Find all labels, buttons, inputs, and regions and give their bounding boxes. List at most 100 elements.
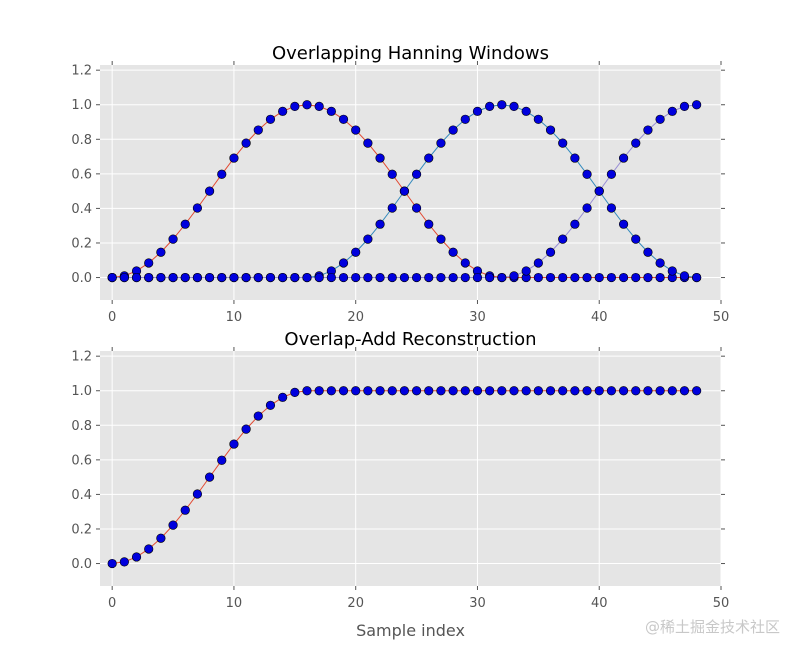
data-point xyxy=(655,386,665,396)
data-point xyxy=(241,138,251,148)
data-point xyxy=(144,272,154,283)
y-tick-label: 0.6 xyxy=(71,453,92,468)
tick-labels: 0.0 0.2 0.4 0.6 0.8 1.0 1.2 0 10 20 30 40 50 xyxy=(71,350,729,611)
x-tick-label: 40 xyxy=(591,596,608,611)
data-point xyxy=(521,266,531,276)
y-tick-label: 1.2 xyxy=(71,64,92,79)
data-point xyxy=(375,386,385,396)
data-point xyxy=(545,125,556,135)
data-point xyxy=(217,169,227,179)
data-point xyxy=(655,258,665,268)
data-point xyxy=(667,266,677,276)
data-point xyxy=(326,272,336,283)
data-point xyxy=(667,106,677,116)
data-point xyxy=(521,106,531,116)
data-point xyxy=(363,138,373,148)
data-point xyxy=(558,138,568,148)
data-point xyxy=(375,153,385,163)
data-point xyxy=(448,247,458,257)
data-point xyxy=(119,272,129,283)
data-point xyxy=(411,272,422,283)
x-tick-label: 20 xyxy=(347,310,364,325)
data-point xyxy=(594,186,604,196)
data-point xyxy=(131,272,142,283)
data-point xyxy=(448,386,458,396)
data-point xyxy=(204,472,215,482)
data-point xyxy=(180,272,190,283)
data-point xyxy=(533,272,543,283)
data-point xyxy=(533,258,543,268)
x-tick-label: 30 xyxy=(469,310,486,325)
data-point xyxy=(314,272,324,283)
data-point xyxy=(144,544,154,554)
data-point xyxy=(436,272,446,283)
subplot-hanning-windows: 0.0 0.2 0.4 0.6 0.8 1.0 1.2 0 10 20 30 40 50 Overlap… xyxy=(71,43,729,325)
data-point xyxy=(241,272,251,283)
y-tick-label: 0.0 xyxy=(71,557,92,572)
data-point xyxy=(265,400,276,410)
data-point xyxy=(192,272,203,283)
data-point xyxy=(497,100,507,110)
data-point xyxy=(411,169,422,179)
data-point xyxy=(606,169,617,179)
data-point xyxy=(229,272,239,283)
data-point xyxy=(302,386,312,396)
data-point xyxy=(387,203,397,213)
data-point xyxy=(424,219,434,229)
chart-title-hanning: Overlapping Hanning Windows xyxy=(272,43,549,64)
data-point xyxy=(448,125,458,135)
y-tick-label: 1.2 xyxy=(71,350,92,365)
data-point xyxy=(204,186,215,196)
data-point xyxy=(545,386,556,396)
data-point xyxy=(424,153,434,163)
data-point xyxy=(424,272,434,283)
data-point xyxy=(606,272,617,283)
data-point xyxy=(204,272,215,283)
data-point xyxy=(606,203,617,213)
data-point xyxy=(411,203,422,213)
data-point xyxy=(338,386,349,396)
data-point xyxy=(570,219,580,229)
data-point xyxy=(679,271,690,281)
data-point xyxy=(631,272,641,283)
data-point xyxy=(533,114,543,124)
y-tick-label: 0.8 xyxy=(71,133,92,148)
data-point xyxy=(545,247,556,257)
data-point xyxy=(253,272,263,283)
data-point xyxy=(131,552,142,562)
data-point xyxy=(533,386,543,396)
x-tick-label: 10 xyxy=(226,310,243,325)
data-point xyxy=(618,219,629,229)
x-tick-label: 20 xyxy=(347,596,364,611)
data-point xyxy=(290,101,300,111)
data-point xyxy=(558,386,568,396)
data-point xyxy=(692,272,702,283)
y-tick-label: 1.0 xyxy=(71,384,92,399)
data-point xyxy=(338,114,349,124)
data-point xyxy=(192,489,203,499)
data-point xyxy=(570,153,580,163)
y-tick-label: 1.0 xyxy=(71,98,92,113)
data-point xyxy=(509,101,519,111)
y-tick-label: 0.2 xyxy=(71,522,92,537)
y-tick-label: 0.2 xyxy=(71,236,92,251)
data-point xyxy=(411,386,422,396)
data-point xyxy=(436,138,446,148)
data-point xyxy=(448,272,458,283)
data-point xyxy=(399,386,410,396)
x-tick-label: 50 xyxy=(713,596,730,611)
data-point xyxy=(606,386,617,396)
data-point xyxy=(192,203,203,213)
data-point xyxy=(375,219,385,229)
data-point xyxy=(667,386,677,396)
data-point xyxy=(545,272,556,283)
x-tick-label: 0 xyxy=(108,310,116,325)
data-point xyxy=(472,106,483,116)
data-point xyxy=(485,272,495,283)
tick-labels: 0.0 0.2 0.4 0.6 0.8 1.0 1.2 0 10 20 30 40 50 xyxy=(71,64,729,325)
data-point xyxy=(278,272,288,283)
data-point xyxy=(582,169,592,179)
data-point xyxy=(485,101,495,111)
data-point xyxy=(217,272,227,283)
data-point xyxy=(351,386,361,396)
